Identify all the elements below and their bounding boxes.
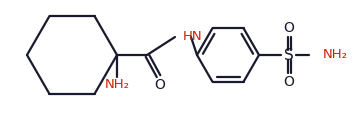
Text: O: O: [284, 75, 294, 89]
Text: NH₂: NH₂: [323, 49, 348, 61]
Text: HN: HN: [183, 30, 203, 43]
Text: S: S: [284, 47, 294, 63]
Text: O: O: [284, 21, 294, 35]
Text: NH₂: NH₂: [104, 78, 130, 92]
Text: O: O: [154, 78, 165, 92]
